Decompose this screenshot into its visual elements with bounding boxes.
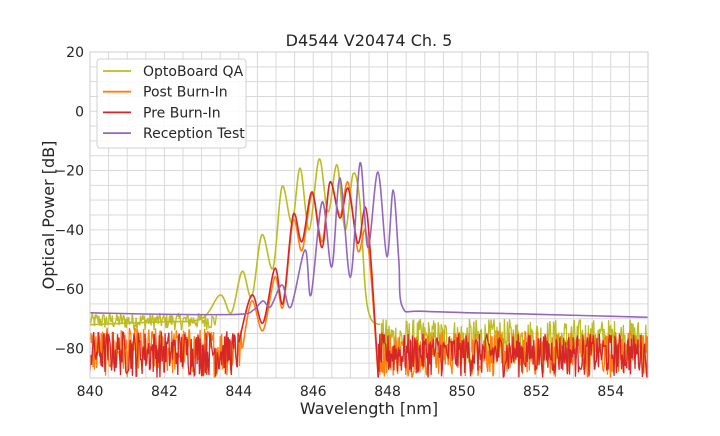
y-tick-label: 20: [66, 45, 84, 61]
x-tick-label: 850: [449, 384, 476, 400]
chart-title: D4544 V20474 Ch. 5: [286, 31, 453, 50]
plot-lines: [90, 158, 648, 378]
y-axis-label: Optical Power [dB]: [39, 141, 58, 290]
legend-label: Post Burn-In: [143, 85, 228, 101]
y-tick-label: −60: [54, 282, 84, 298]
x-tick-label: 852: [523, 384, 550, 400]
x-tick-label: 854: [597, 384, 624, 400]
series-line: [90, 162, 648, 319]
legend-item: Pre Burn-In: [103, 105, 221, 121]
tick-labels: 840 842 844 846 848 850 852 854 20 0 −20 −40 −60 −80: [54, 45, 624, 400]
x-tick-label: 848: [374, 384, 401, 400]
x-tick-label: 846: [300, 384, 327, 400]
x-tick-label: 842: [151, 384, 178, 400]
series-reception-test: [90, 162, 648, 319]
plot-frame: [89, 51, 649, 379]
legend-label: Pre Burn-In: [143, 105, 221, 121]
legend-item: Reception Test: [103, 126, 245, 142]
legend-label: Reception Test: [143, 126, 245, 142]
series-line: [90, 158, 381, 326]
legend: OptoBoard QA Post Burn-In Pre Burn-In Recep…: [96, 58, 247, 149]
legend-item: Post Burn-In: [103, 85, 228, 101]
series-noise: [90, 331, 240, 378]
x-axis-label: Wavelength [nm]: [300, 399, 438, 418]
x-tick-label: 844: [225, 384, 252, 400]
x-tick-label: 840: [77, 384, 104, 400]
y-tick-label: −80: [54, 341, 84, 357]
y-tick-label: −20: [54, 164, 84, 180]
y-tick-label: 0: [75, 104, 84, 120]
legend-label: OptoBoard QA: [143, 64, 244, 80]
y-tick-label: −40: [54, 223, 84, 239]
series-noise: [377, 331, 648, 378]
legend-item: OptoBoard QA: [103, 64, 244, 80]
series-noise: [90, 312, 218, 331]
